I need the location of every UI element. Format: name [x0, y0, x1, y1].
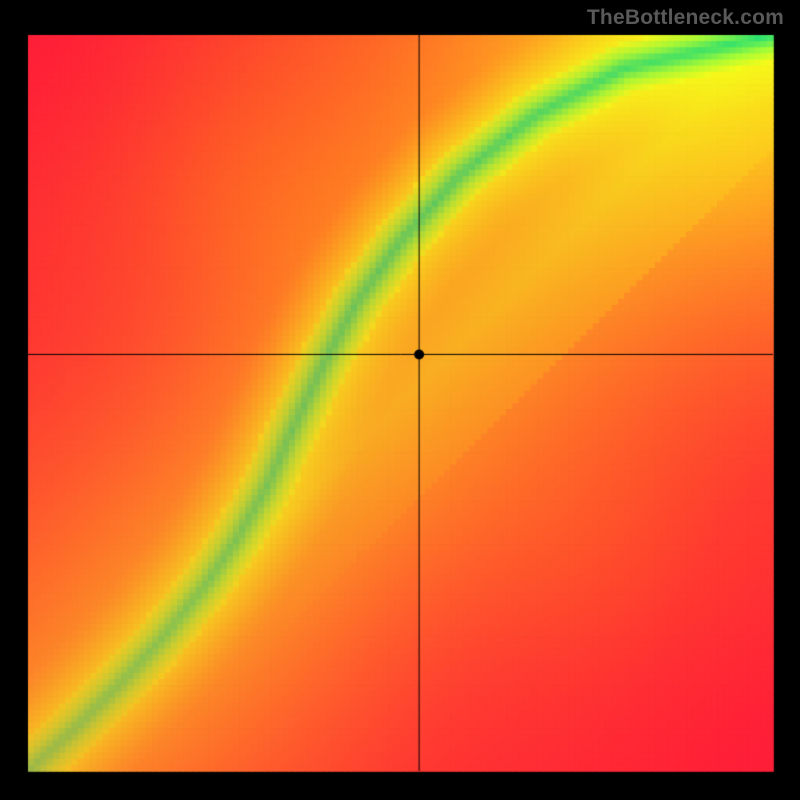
root-container: { "watermark": { "text": "TheBottleneck.…	[0, 0, 800, 800]
watermark-text: TheBottleneck.com	[587, 6, 784, 30]
bottleneck-heatmap	[0, 0, 800, 800]
